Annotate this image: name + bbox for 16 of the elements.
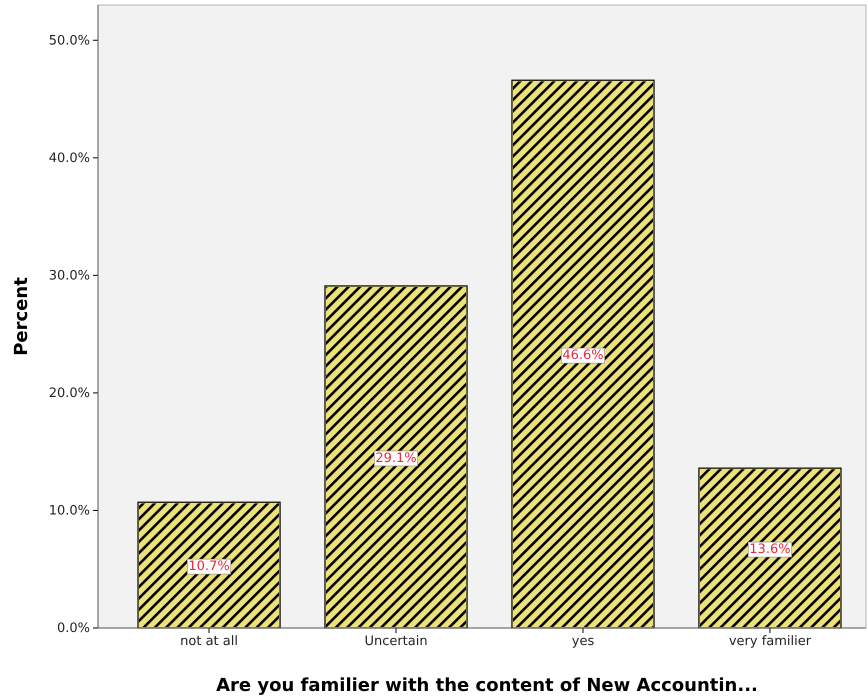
y-tick-label: 30.0% [48, 268, 90, 284]
y-tick-label: 40.0% [48, 150, 90, 166]
data-label: 29.1% [375, 450, 417, 466]
y-tick-label: 0.0% [56, 621, 90, 636]
x-tick-label: not at all [180, 634, 238, 650]
data-label: 13.6% [749, 542, 791, 558]
y-tick-label: 10.0% [48, 504, 90, 519]
x-axis-title: Are you familier with the content of New Accountin... [216, 675, 758, 696]
y-tick-label: 50.0% [48, 33, 90, 48]
x-tick-label: yes [572, 634, 594, 650]
y-axis-title: Percent [11, 276, 32, 356]
x-tick-label: Uncertain [364, 634, 428, 650]
x-tick-label: very familier [728, 634, 812, 650]
data-label: 10.7% [188, 559, 230, 574]
data-label: 46.6% [562, 348, 604, 364]
y-tick-label: 20.0% [48, 386, 90, 402]
